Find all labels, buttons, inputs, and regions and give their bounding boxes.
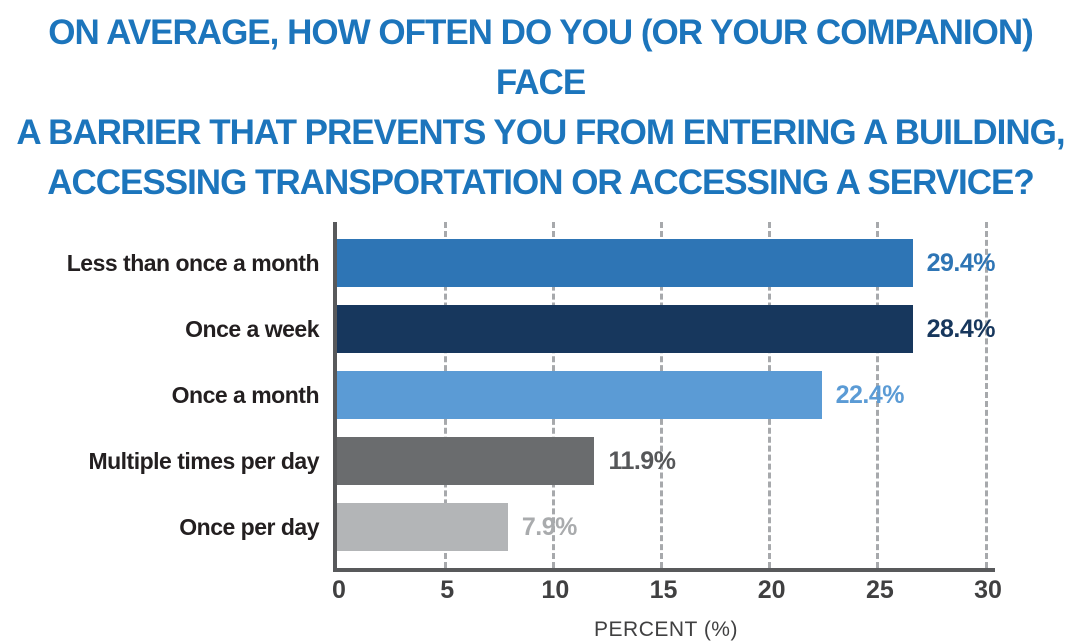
gridline	[984, 222, 988, 569]
category-label: Less than once a month	[66, 249, 320, 276]
bars-container: 29.4% 28.4% 22.4% 11.9% 7.9%	[337, 222, 996, 568]
bar	[337, 239, 913, 288]
bar-row: 29.4%	[337, 230, 996, 296]
bar-chart: Less than once a month Once a week Once a …	[18, 222, 1081, 641]
chart-title-line-2: A BARRIER THAT PREVENTS YOU FROM ENTERIN…	[16, 113, 1065, 153]
bar-row: 28.4%	[337, 296, 996, 362]
x-tick-label: 25	[865, 576, 894, 605]
bar	[337, 503, 508, 552]
bar	[337, 437, 595, 486]
bar-row: 7.9%	[337, 494, 995, 560]
bar	[337, 371, 822, 420]
bar-value-label: 22.4%	[835, 380, 905, 409]
x-tick-label: 30	[974, 576, 1002, 605]
gridline	[876, 222, 880, 569]
chart-page: ON AVERAGE, HOW OFTEN DO YOU (OR YOUR CO…	[0, 8, 1081, 641]
bar-value-label: 7.9%	[521, 512, 577, 541]
chart-title-line-3: ACCESSING TRANSPORTATION OR ACCESSING A …	[47, 163, 1035, 203]
bar-value-label: 28.4%	[926, 314, 996, 343]
category-label: Multiple times per day	[88, 447, 319, 474]
x-tick-label: 5	[440, 576, 455, 605]
chart-title-line-1: ON AVERAGE, HOW OFTEN DO YOU (OR YOUR CO…	[48, 13, 1034, 103]
category-labels-column: Less than once a month Once a week Once a …	[18, 222, 333, 560]
category-label: Once a month	[171, 381, 320, 408]
bar-value-label: 29.4%	[926, 248, 996, 277]
x-tick-label: 10	[541, 576, 570, 605]
x-axis-label: PERCENT (%)	[594, 618, 738, 642]
chart-title: ON AVERAGE, HOW OFTEN DO YOU (OR YOUR CO…	[0, 8, 1081, 208]
x-axis-ticks: 0 5 10 15 20 25 30	[332, 576, 1002, 608]
plot-area: 29.4% 28.4% 22.4% 11.9% 7.9% 0 5 10 15 20 25 30 PE…	[332, 222, 1002, 641]
bar	[337, 305, 913, 354]
category-label: Once a week	[185, 315, 319, 342]
x-tick-label: 15	[649, 576, 678, 605]
bar-row: 11.9%	[337, 428, 995, 494]
bar-row: 22.4%	[337, 362, 995, 428]
bar-value-label: 11.9%	[608, 446, 676, 475]
category-label: Once per day	[179, 513, 319, 540]
x-tick-label: 20	[757, 576, 786, 605]
x-tick-label: 0	[332, 576, 346, 605]
